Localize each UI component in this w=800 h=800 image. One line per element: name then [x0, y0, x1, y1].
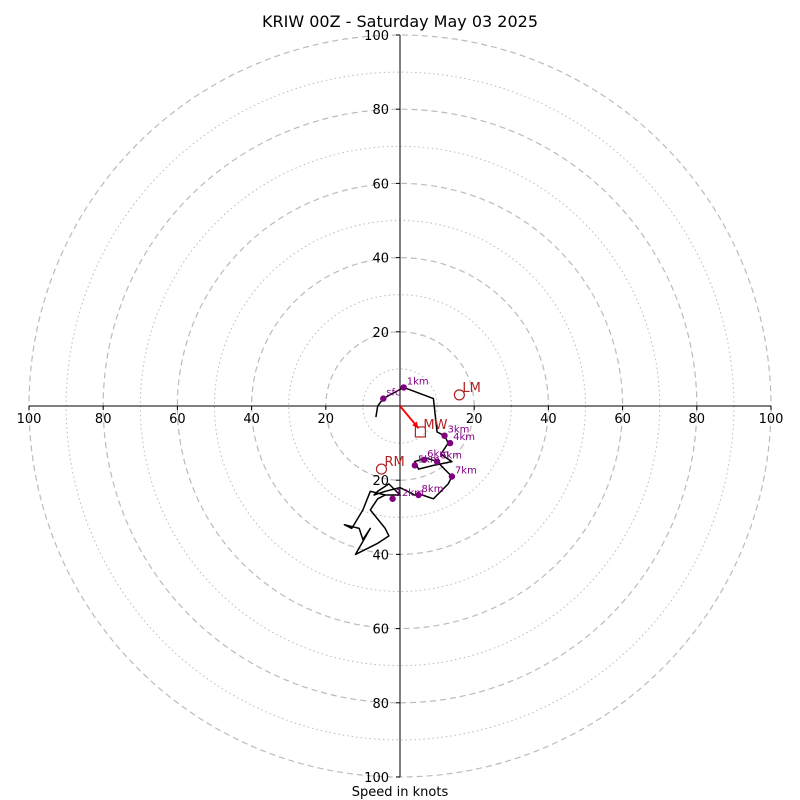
x-tick-label: 40 [243, 412, 260, 427]
x-tick-label: 40 [540, 412, 557, 427]
x-tick-label: 100 [759, 412, 784, 427]
storm-motion-marker [375, 463, 388, 475]
storm-motion-label: LM [462, 381, 480, 396]
y-tick-label: 100 [364, 771, 389, 786]
height-marker-dot [448, 473, 456, 480]
axis-ticks: 100 80 60 40 20 20 40 60 80 100 100 80 60 40 20 20 40 60 8… [17, 29, 784, 786]
height-marker-dot [446, 439, 454, 447]
height-marker-label: 5km [418, 454, 440, 465]
height-marker-label: 1km [407, 376, 429, 387]
storm-motion-marker [414, 426, 427, 438]
height-marker-dot [400, 384, 407, 391]
x-tick-label: 80 [95, 412, 112, 427]
y-tick-label: 100 [364, 29, 389, 44]
height-marker-dot [415, 491, 422, 499]
height-marker-dot [433, 458, 441, 465]
x-axis-label: Speed in knots [352, 785, 449, 800]
x-tick-label: 60 [614, 412, 631, 427]
x-tick-label: 60 [169, 412, 186, 427]
x-tick-label: 80 [689, 412, 706, 427]
x-tick-label: 20 [318, 412, 335, 427]
y-tick-label: 60 [372, 623, 389, 638]
y-tick-label: 80 [372, 103, 389, 118]
height-marker-dot [420, 456, 428, 463]
storm-motion-label: RM [384, 455, 404, 470]
y-tick-label: 40 [372, 548, 389, 563]
chart-title: KRIW 00Z - Saturday May 03 2025 [262, 12, 538, 31]
height-marker-label: 4km [453, 432, 475, 443]
x-tick-label: 100 [17, 412, 42, 427]
y-tick-label: 80 [372, 697, 389, 712]
height-marker-label: 3km [448, 425, 470, 436]
height-marker-label: 6km [427, 449, 449, 460]
hodograph-trace-layer [343, 386, 453, 556]
storm-motion-marker [453, 389, 465, 401]
y-tick-label: 40 [372, 252, 389, 267]
height-marker-dot [389, 495, 396, 502]
y-tick-label: 20 [372, 326, 389, 341]
height-marker-dot [441, 432, 448, 439]
height-marker-label: sfc [386, 388, 400, 399]
y-tick-label: 60 [372, 177, 389, 192]
height-marker-dot [411, 462, 419, 469]
height-marker-dot [380, 395, 387, 402]
x-tick-label: 20 [466, 412, 483, 427]
storm-motion-label: MW [423, 418, 447, 433]
height-marker-label: 8km [422, 484, 444, 495]
storm-motion-layer: LM RM MW [375, 381, 481, 475]
height-marker-label: 6km [440, 451, 462, 462]
hodograph-trace [343, 386, 453, 556]
y-tick-label: 20 [372, 474, 389, 489]
height-marker-label: 12km [396, 488, 424, 499]
height-marker-label: 7km [455, 465, 477, 476]
